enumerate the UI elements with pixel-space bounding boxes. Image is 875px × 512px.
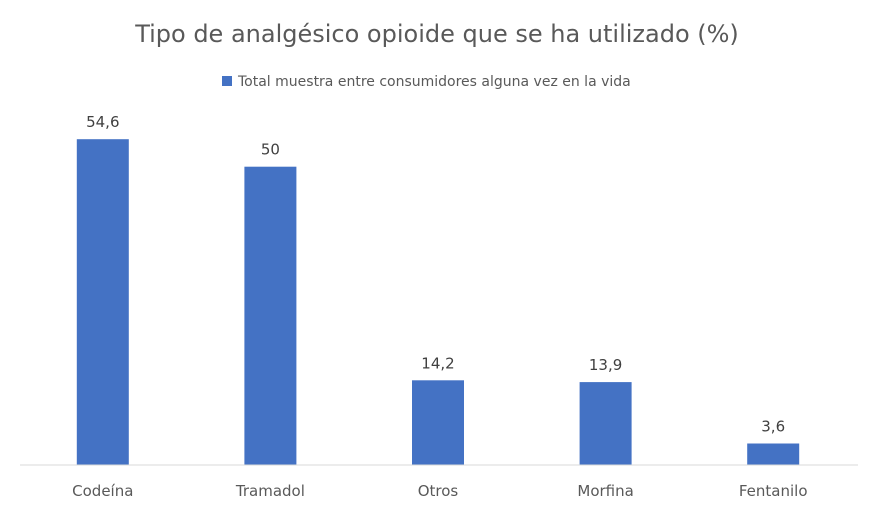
legend: Total muestra entre consumidores alguna … [222, 74, 631, 90]
chart-title: Tipo de analgésico opioide que se ha uti… [134, 20, 739, 48]
value-label-3: 13,9 [589, 356, 622, 374]
value-labels: 54,6 50 14,2 13,9 3,6 [86, 113, 785, 435]
category-label-1: Tramadol [235, 482, 305, 500]
bar-2 [412, 380, 464, 465]
value-label-4: 3,6 [761, 418, 785, 436]
value-label-1: 50 [261, 141, 280, 159]
category-label-2: Otros [418, 482, 459, 500]
value-label-0: 54,6 [86, 113, 119, 131]
bar-1 [244, 166, 297, 465]
category-labels: Codeína Tramadol Otros Morfina Fentanilo [72, 482, 807, 500]
bar-0 [76, 139, 129, 465]
bar-4 [747, 443, 800, 465]
bars [76, 139, 800, 465]
category-label-4: Fentanilo [739, 482, 808, 500]
category-label-3: Morfina [577, 482, 633, 500]
bar-3 [579, 382, 632, 465]
category-label-0: Codeína [72, 482, 133, 500]
legend-label: Total muestra entre consumidores alguna … [237, 74, 631, 90]
legend-swatch [222, 76, 232, 86]
value-label-2: 14,2 [421, 354, 454, 372]
